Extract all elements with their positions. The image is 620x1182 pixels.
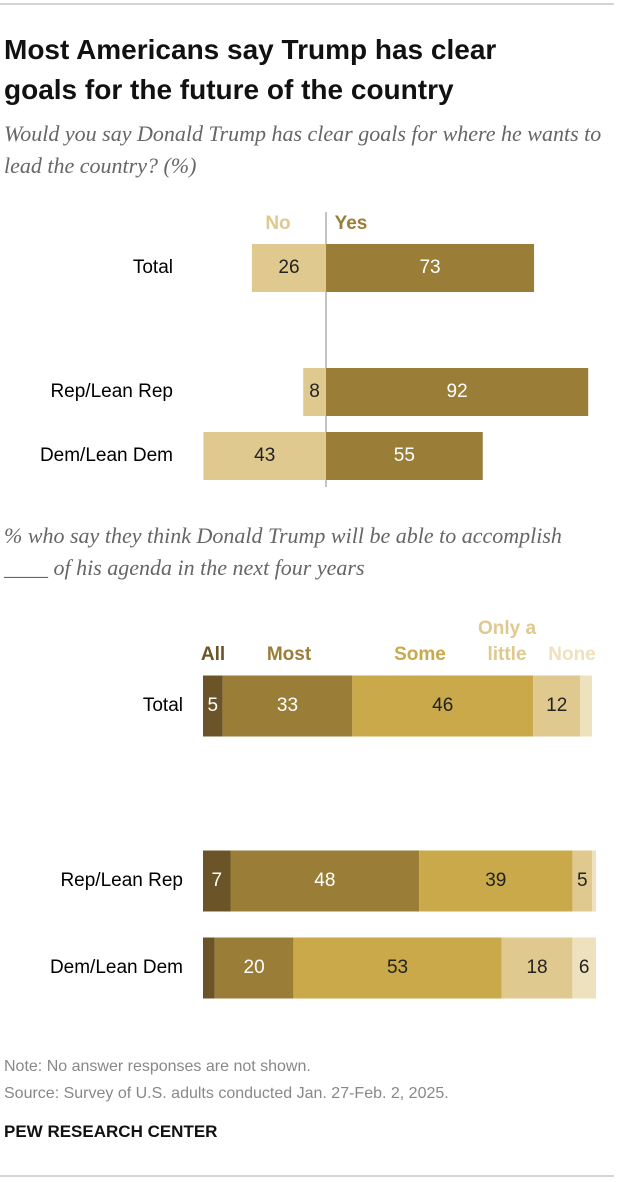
- bar-segment: [230, 850, 420, 912]
- bar-segment: [222, 675, 353, 737]
- value-label: 46: [432, 695, 453, 716]
- bar-segment: [572, 850, 593, 912]
- bar-segment: [214, 937, 294, 999]
- source: Source: Survey of U.S. adults conducted …: [4, 1085, 449, 1102]
- value-label: 55: [394, 445, 415, 466]
- bar: [326, 368, 589, 416]
- value-label: 26: [278, 257, 299, 278]
- value-label: 92: [447, 381, 468, 402]
- value-label: 18: [526, 957, 547, 978]
- brand: PEW RESEARCH CENTER: [4, 1122, 218, 1141]
- legend-label: Some: [394, 644, 446, 665]
- value-label: 33: [277, 695, 298, 716]
- value-label: 48: [314, 870, 335, 891]
- category-label: Dem/Lean Dem: [50, 957, 183, 978]
- category-label: Total: [143, 695, 183, 716]
- bar-segment: [592, 850, 596, 912]
- value-label: 5: [577, 870, 588, 891]
- bar-segment: [533, 675, 581, 737]
- value-label: 8: [309, 381, 320, 402]
- legend-label: All: [200, 644, 226, 665]
- value-label: 7: [211, 870, 222, 891]
- bar: [326, 244, 535, 292]
- value-label: 53: [387, 957, 408, 978]
- bar-segment: [580, 675, 593, 737]
- title: Most Americans say Trump has clear goals…: [4, 34, 497, 105]
- bar: [251, 244, 326, 292]
- value-label: 12: [546, 695, 567, 716]
- legend-label: Most: [266, 644, 312, 665]
- bar: [203, 432, 326, 480]
- legend-label: Yes: [335, 213, 368, 234]
- bar-segment: [572, 937, 596, 999]
- bar-segment: [293, 937, 502, 999]
- value-label: 6: [579, 957, 590, 978]
- value-label: 20: [244, 957, 265, 978]
- category-label: Total: [133, 257, 173, 278]
- bar: [303, 368, 326, 416]
- bar-segment: [419, 850, 573, 912]
- bar-segment: [203, 675, 223, 737]
- category-label: Rep/Lean Rep: [60, 870, 183, 891]
- bar: [326, 432, 483, 480]
- legend-label: None: [548, 644, 596, 665]
- note: Note: No answer responses are not shown.: [4, 1058, 311, 1075]
- value-label: 73: [419, 257, 440, 278]
- bar-segment: [203, 937, 215, 999]
- value-label: 39: [485, 870, 506, 891]
- value-label: 43: [254, 445, 275, 466]
- legend-label: No: [265, 213, 290, 234]
- subtitle: Would you say Donald Trump has clear goa…: [4, 121, 602, 178]
- value-label: 5: [208, 695, 219, 716]
- subtitle: % who say they think Donald Trump will b…: [4, 523, 562, 580]
- bar-segment: [352, 675, 534, 737]
- bar-segment: [203, 850, 231, 912]
- legend-label: Only a little: [477, 618, 537, 665]
- category-label: Dem/Lean Dem: [40, 445, 173, 466]
- bar-segment: [501, 937, 573, 999]
- category-label: Rep/Lean Rep: [50, 381, 173, 402]
